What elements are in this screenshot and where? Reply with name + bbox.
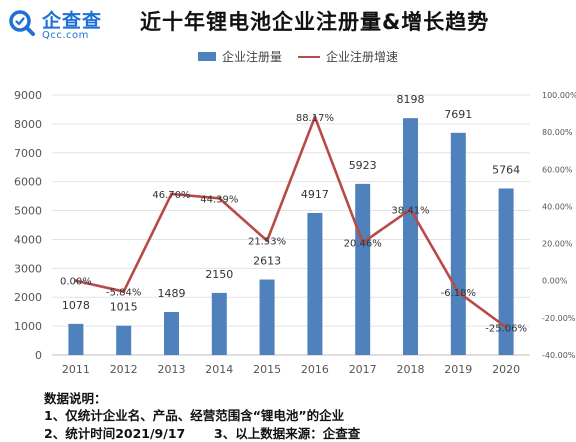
x-axis-tick-label: 2018 <box>397 363 425 376</box>
search-icon <box>9 10 35 36</box>
bar-value-label: 1015 <box>110 301 138 314</box>
bar-value-label: 1078 <box>62 299 90 312</box>
bar <box>450 132 466 355</box>
legend-line-swatch <box>298 55 320 58</box>
line-point <box>122 290 126 294</box>
line-point <box>265 239 269 243</box>
x-axis-tick-label: 2013 <box>158 363 186 376</box>
x-axis-tick-label: 2020 <box>492 363 520 376</box>
bar-value-label: 4917 <box>301 188 329 201</box>
line-value-label: -6.18% <box>441 288 476 299</box>
left-axis-tick-label: 1000 <box>14 320 42 333</box>
left-axis-tick-label: 4000 <box>14 233 42 246</box>
notes-line-2a: 2、统计时间2021/9/17 <box>44 426 186 441</box>
bar <box>68 323 84 355</box>
bar <box>403 118 418 356</box>
bar-value-label: 5764 <box>492 163 520 176</box>
x-axis: 2011 2012 2013 2014 2015 2016 2017 2018 2019 2020 <box>62 363 520 376</box>
right-axis-tick-label: 20.00% <box>542 240 573 249</box>
x-axis-tick-label: 2011 <box>62 363 90 376</box>
bar <box>355 183 371 355</box>
x-axis-tick-label: 2015 <box>253 363 281 376</box>
right-axis-tick-label: 40.00% <box>542 202 573 211</box>
legend-line-label: 企业注册增速 <box>326 50 399 64</box>
line-value-label: 20.46% <box>344 239 382 250</box>
line-series <box>74 115 508 329</box>
bar-series <box>68 118 514 356</box>
line-point <box>74 279 78 283</box>
x-axis-tick-label: 2017 <box>349 363 377 376</box>
bar-value-label: 5923 <box>349 159 377 172</box>
line-value-label: -5.84% <box>106 288 141 299</box>
notes-line-1: 1、仅统计企业名、产品、经营范围含“锂电池”的企业 <box>44 408 345 423</box>
chart-legend: 企业注册量 企业注册增速 <box>0 48 576 66</box>
bar-value-label: 2150 <box>205 268 233 281</box>
line-value-labels: 0.00% -5.84% 46.70% 44.39% 21.53% 88.17% 20.46… <box>60 113 527 334</box>
bar <box>116 325 132 355</box>
line-point <box>361 241 365 245</box>
line-value-label: 38.41% <box>391 205 429 216</box>
right-axis-tick-label: -20.00% <box>542 314 576 323</box>
line-point <box>217 196 221 200</box>
line-value-label: 44.39% <box>200 194 238 205</box>
right-axis-tick-label: 60.00% <box>542 165 573 174</box>
x-axis-tick-label: 2016 <box>301 363 329 376</box>
right-axis-tick-label: 100.00% <box>542 91 576 100</box>
bar-value-labels: 1078 1015 1489 2150 2613 4917 5923 8198 7691 5764 <box>62 93 520 314</box>
bar-value-label: 7691 <box>444 108 472 121</box>
line-point <box>313 115 317 119</box>
x-axis-tick-label: 2019 <box>444 363 472 376</box>
bar-value-label: 1489 <box>158 287 186 300</box>
logo-domain: Qcc.com <box>42 30 89 41</box>
line-point <box>409 207 412 211</box>
bar <box>164 311 179 355</box>
line-value-label: -25.06% <box>485 323 527 334</box>
left-axis-tick-label: 0 <box>35 349 42 362</box>
qcc-logo: 企查查 Qcc.com <box>8 6 118 46</box>
left-axis: 0 1000 2000 3000 4000 5000 6000 7000 8000 9000 <box>14 89 42 362</box>
line-value-label: 88.17% <box>296 113 334 124</box>
line-point <box>504 325 508 329</box>
notes-heading: 数据说明： <box>44 391 107 406</box>
left-axis-tick-label: 8000 <box>14 118 42 131</box>
notes-line-2b: 3、以上数据来源：企查查 <box>214 426 361 441</box>
legend-item-line: 企业注册增速 <box>298 48 398 65</box>
bar <box>307 212 323 355</box>
growth-line <box>75 115 507 329</box>
x-axis-tick-label: 2012 <box>110 363 138 376</box>
line-value-label: 0.00% <box>60 277 92 288</box>
bar-value-label: 8198 <box>397 93 425 106</box>
grid-layer <box>52 94 530 356</box>
line-value-label: 46.70% <box>152 190 190 201</box>
line-point <box>170 192 173 196</box>
legend-bar-label: 企业注册量 <box>222 50 283 64</box>
bar-value-label: 2613 <box>253 255 281 268</box>
left-axis-tick-label: 7000 <box>14 147 42 160</box>
logo-name: 企查查 <box>42 10 103 32</box>
left-axis-tick-label: 5000 <box>14 205 42 218</box>
right-axis-tick-label: -40.00% <box>542 351 576 360</box>
right-axis-tick-label: 80.00% <box>542 128 573 137</box>
left-axis-tick-label: 9000 <box>14 89 42 102</box>
bar <box>259 279 275 355</box>
left-axis-tick-label: 6000 <box>14 176 42 189</box>
bar <box>211 292 227 355</box>
right-axis-tick-label: 0.00% <box>542 277 568 286</box>
bar <box>498 188 514 355</box>
x-axis-tick-label: 2014 <box>205 363 233 376</box>
left-axis-tick-label: 3000 <box>14 262 42 275</box>
chart-title: 近十年锂电池企业注册量&增长趋势 <box>140 10 490 34</box>
line-value-label: 21.53% <box>248 237 286 248</box>
right-axis: -40.00% -20.00% 0.00% 20.00% 40.00% 60.00% 80.… <box>542 91 576 360</box>
line-point <box>456 290 460 294</box>
legend-bar-swatch <box>198 52 216 61</box>
left-axis-tick-label: 2000 <box>14 291 42 304</box>
legend-item-bar: 企业注册量 <box>198 48 282 65</box>
